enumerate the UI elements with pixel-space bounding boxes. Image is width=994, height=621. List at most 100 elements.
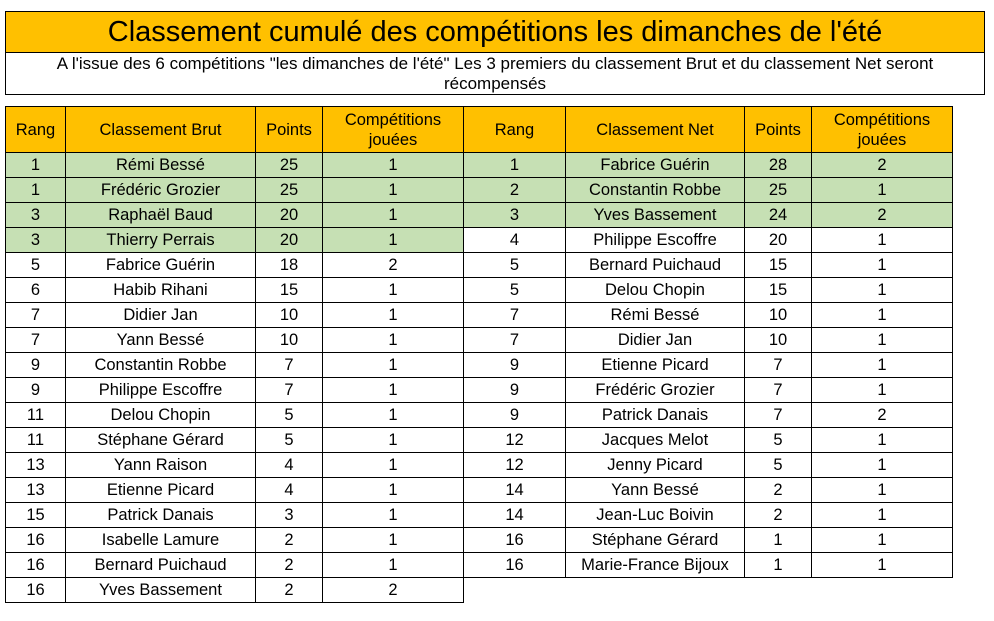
net-points-cell[interactable]: 25: [744, 177, 812, 203]
brut-competitions-cell[interactable]: 1: [322, 377, 464, 403]
brut-competitions-cell[interactable]: 1: [322, 277, 464, 303]
net-name-cell[interactable]: Yves Bassement: [565, 202, 745, 228]
brut-points-cell[interactable]: 2: [255, 527, 323, 553]
net-points-cell[interactable]: 15: [744, 277, 812, 303]
brut-points-cell[interactable]: 10: [255, 302, 323, 328]
brut-competitions-cell[interactable]: 1: [322, 177, 464, 203]
net-points-cell[interactable]: 7: [744, 377, 812, 403]
brut-competitions-cell[interactable]: 1: [322, 152, 464, 178]
net-name-cell[interactable]: Stéphane Gérard: [565, 527, 745, 553]
brut-rang-cell[interactable]: 16: [5, 552, 66, 578]
brut-points-cell[interactable]: 2: [255, 552, 323, 578]
brut-name-cell[interactable]: Fabrice Guérin: [65, 252, 256, 278]
brut-rang-cell[interactable]: 11: [5, 427, 66, 453]
header-classement-net[interactable]: Classement Net: [565, 106, 745, 153]
net-points-cell[interactable]: 2: [744, 477, 812, 503]
net-competitions-cell[interactable]: 1: [811, 252, 953, 278]
net-name-cell[interactable]: Patrick Danais: [565, 402, 745, 428]
net-rang-cell[interactable]: 1: [463, 152, 566, 178]
brut-points-cell[interactable]: 7: [255, 352, 323, 378]
net-name-cell[interactable]: Fabrice Guérin: [565, 152, 745, 178]
brut-competitions-cell[interactable]: 1: [322, 427, 464, 453]
net-points-cell[interactable]: 5: [744, 452, 812, 478]
net-competitions-cell[interactable]: 1: [811, 327, 953, 353]
net-name-cell[interactable]: Constantin Robbe: [565, 177, 745, 203]
brut-rang-cell[interactable]: 9: [5, 377, 66, 403]
brut-competitions-cell[interactable]: 1: [322, 477, 464, 503]
net-points-cell[interactable]: 7: [744, 402, 812, 428]
net-name-cell[interactable]: Didier Jan: [565, 327, 745, 353]
net-name-cell[interactable]: Bernard Puichaud: [565, 252, 745, 278]
net-name-cell[interactable]: Yann Bessé: [565, 477, 745, 503]
brut-name-cell[interactable]: Philippe Escoffre: [65, 377, 256, 403]
net-points-cell[interactable]: 2: [744, 502, 812, 528]
brut-rang-cell[interactable]: 7: [5, 327, 66, 353]
brut-rang-cell[interactable]: 11: [5, 402, 66, 428]
net-rang-cell[interactable]: 9: [463, 402, 566, 428]
net-name-cell[interactable]: Delou Chopin: [565, 277, 745, 303]
brut-points-cell[interactable]: 18: [255, 252, 323, 278]
brut-name-cell[interactable]: Thierry Perrais: [65, 227, 256, 253]
brut-name-cell[interactable]: Yves Bassement: [65, 577, 256, 603]
net-points-cell[interactable]: 10: [744, 302, 812, 328]
net-name-cell[interactable]: Frédéric Grozier: [565, 377, 745, 403]
net-rang-cell[interactable]: 4: [463, 227, 566, 253]
brut-rang-cell[interactable]: 5: [5, 252, 66, 278]
net-points-cell[interactable]: 1: [744, 552, 812, 578]
brut-points-cell[interactable]: 4: [255, 477, 323, 503]
net-competitions-cell[interactable]: 1: [811, 302, 953, 328]
net-rang-cell[interactable]: 14: [463, 477, 566, 503]
brut-name-cell[interactable]: Etienne Picard: [65, 477, 256, 503]
brut-competitions-cell[interactable]: 2: [322, 252, 464, 278]
net-rang-cell[interactable]: 9: [463, 377, 566, 403]
header-points-net[interactable]: Points: [744, 106, 812, 153]
subtitle[interactable]: A l'issue des 6 compétitions "les dimanc…: [5, 53, 985, 95]
net-competitions-cell[interactable]: 1: [811, 552, 953, 578]
net-competitions-cell[interactable]: 1: [811, 427, 953, 453]
brut-points-cell[interactable]: 5: [255, 402, 323, 428]
brut-name-cell[interactable]: Yann Bessé: [65, 327, 256, 353]
net-competitions-cell[interactable]: 1: [811, 502, 953, 528]
net-rang-cell[interactable]: 16: [463, 552, 566, 578]
brut-rang-cell[interactable]: 13: [5, 452, 66, 478]
net-points-cell[interactable]: 24: [744, 202, 812, 228]
net-points-cell[interactable]: 5: [744, 427, 812, 453]
brut-competitions-cell[interactable]: 1: [322, 527, 464, 553]
net-points-cell[interactable]: 15: [744, 252, 812, 278]
brut-competitions-cell[interactable]: 1: [322, 202, 464, 228]
brut-rang-cell[interactable]: 15: [5, 502, 66, 528]
brut-name-cell[interactable]: Delou Chopin: [65, 402, 256, 428]
header-points-brut[interactable]: Points: [255, 106, 323, 153]
brut-name-cell[interactable]: Stéphane Gérard: [65, 427, 256, 453]
net-name-cell[interactable]: Rémi Bessé: [565, 302, 745, 328]
brut-name-cell[interactable]: Constantin Robbe: [65, 352, 256, 378]
net-competitions-cell[interactable]: 1: [811, 277, 953, 303]
header-competitions-brut[interactable]: Compétitions jouées: [322, 106, 464, 153]
net-rang-cell[interactable]: 5: [463, 277, 566, 303]
net-points-cell[interactable]: 1: [744, 527, 812, 553]
brut-name-cell[interactable]: Patrick Danais: [65, 502, 256, 528]
brut-rang-cell[interactable]: 16: [5, 577, 66, 603]
net-name-cell[interactable]: Jenny Picard: [565, 452, 745, 478]
brut-name-cell[interactable]: Frédéric Grozier: [65, 177, 256, 203]
net-points-cell[interactable]: 20: [744, 227, 812, 253]
brut-points-cell[interactable]: 15: [255, 277, 323, 303]
brut-points-cell[interactable]: 25: [255, 152, 323, 178]
net-name-cell[interactable]: Philippe Escoffre: [565, 227, 745, 253]
brut-rang-cell[interactable]: 3: [5, 227, 66, 253]
net-points-cell[interactable]: 28: [744, 152, 812, 178]
brut-name-cell[interactable]: Raphaël Baud: [65, 202, 256, 228]
brut-points-cell[interactable]: 2: [255, 577, 323, 603]
brut-points-cell[interactable]: 7: [255, 377, 323, 403]
brut-name-cell[interactable]: Isabelle Lamure: [65, 527, 256, 553]
brut-competitions-cell[interactable]: 1: [322, 327, 464, 353]
net-competitions-cell[interactable]: 1: [811, 177, 953, 203]
brut-points-cell[interactable]: 20: [255, 227, 323, 253]
net-rang-cell[interactable]: 5: [463, 252, 566, 278]
net-name-cell[interactable]: Jean-Luc Boivin: [565, 502, 745, 528]
net-rang-cell[interactable]: 16: [463, 527, 566, 553]
net-competitions-cell[interactable]: 1: [811, 227, 953, 253]
brut-name-cell[interactable]: Didier Jan: [65, 302, 256, 328]
net-competitions-cell[interactable]: 1: [811, 527, 953, 553]
brut-competitions-cell[interactable]: 1: [322, 402, 464, 428]
